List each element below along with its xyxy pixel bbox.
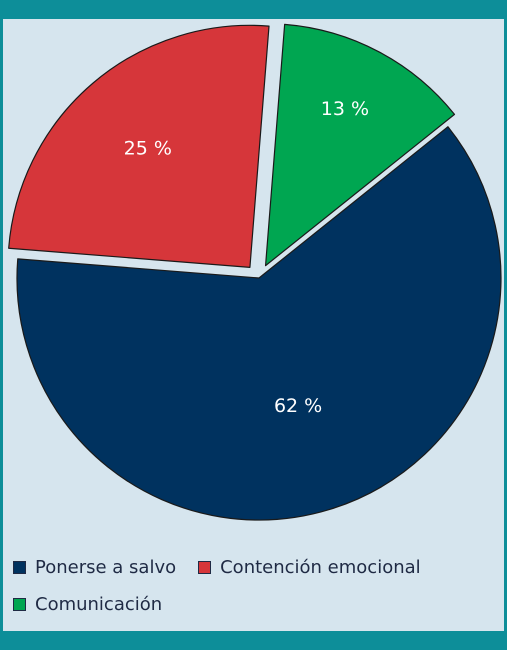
pie-slice-0 xyxy=(16,126,502,521)
slice-value-label-2: 13 % xyxy=(321,98,369,120)
pie-slice-2 xyxy=(264,23,456,267)
legend-row-2: Comunicación xyxy=(13,592,493,616)
bottom-border-bar xyxy=(0,631,507,650)
pie-slice-1 xyxy=(8,24,270,268)
slice-value-label-0: 62 % xyxy=(274,395,322,417)
legend-item-contencion-emocional: Contención emocional xyxy=(198,557,421,578)
legend-swatch xyxy=(13,597,26,611)
top-border-bar xyxy=(0,0,507,19)
slice-value-label-1: 25 % xyxy=(124,138,172,160)
legend-label: Ponerse a salvo xyxy=(35,556,177,578)
legend-swatch xyxy=(198,560,212,574)
legend-row-1: Ponerse a salvo Contención emocional xyxy=(13,555,493,579)
legend-item-comunicacion: Comunicación xyxy=(13,594,162,615)
legend-label: Contención emocional xyxy=(220,556,421,578)
legend: Ponerse a salvo Contención emocional Com… xyxy=(13,555,493,629)
legend-swatch xyxy=(13,560,26,574)
legend-item-ponerse-a-salvo: Ponerse a salvo xyxy=(13,557,176,578)
legend-label: Comunicación xyxy=(35,593,163,615)
